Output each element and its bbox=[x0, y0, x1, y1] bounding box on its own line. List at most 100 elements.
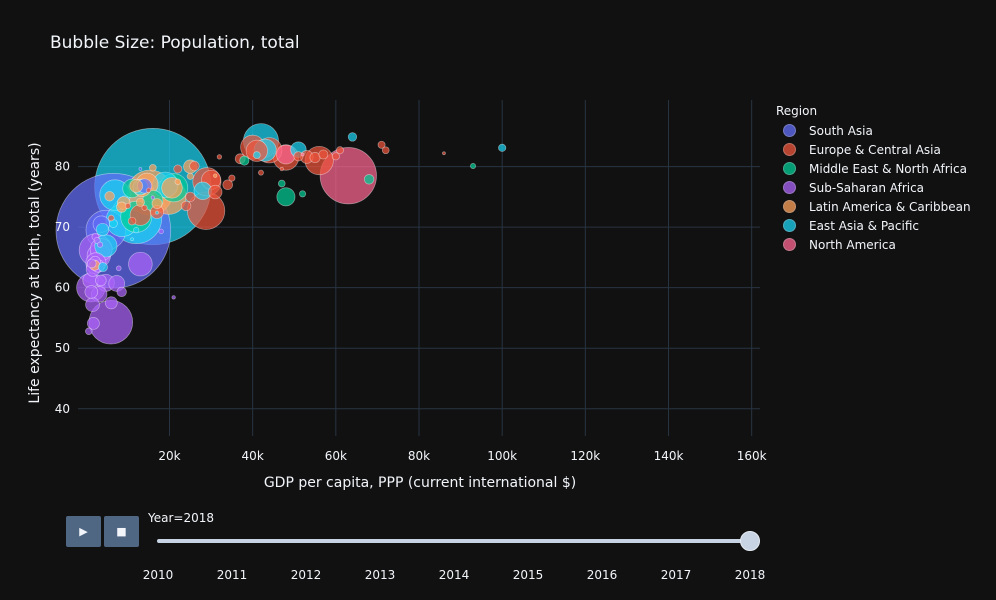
bubbles-layer bbox=[55, 123, 507, 345]
bubble-middle-east-north-africa[interactable] bbox=[363, 174, 375, 185]
bubble-east-asia-pacific[interactable] bbox=[155, 210, 159, 215]
legend-item-south-asia[interactable]: South Asia bbox=[776, 121, 971, 140]
bubble-middle-east-north-africa[interactable] bbox=[239, 155, 250, 166]
bubble-latin-america-caribbean[interactable] bbox=[174, 178, 182, 185]
x-tick-label: 140k bbox=[654, 449, 684, 463]
slider-tick-label[interactable]: 2017 bbox=[660, 568, 692, 582]
bubble-europe-central-asia[interactable] bbox=[318, 149, 329, 160]
bubble-europe-central-asia[interactable] bbox=[222, 179, 233, 191]
legend-item-sub-saharan-africa[interactable]: Sub-Saharan Africa bbox=[776, 178, 971, 197]
bubble-europe-central-asia[interactable] bbox=[216, 154, 223, 160]
bubble-europe-central-asia[interactable] bbox=[381, 146, 390, 155]
legend-item-north-america[interactable]: North America bbox=[776, 235, 971, 254]
bubble-sub-saharan-africa[interactable] bbox=[104, 296, 118, 310]
bubble-europe-central-asia[interactable] bbox=[245, 139, 268, 162]
bubble-sub-saharan-africa[interactable] bbox=[86, 317, 100, 330]
legend-label: Sub-Saharan Africa bbox=[809, 180, 925, 195]
bubble-europe-central-asia[interactable] bbox=[127, 216, 137, 226]
year-slider-handle[interactable] bbox=[740, 531, 760, 551]
bubble-europe-central-asia[interactable] bbox=[189, 160, 200, 172]
bubble-sub-saharan-africa[interactable] bbox=[150, 195, 155, 200]
y-tick-label: 40 bbox=[55, 402, 70, 416]
bubble-europe-central-asia[interactable] bbox=[279, 166, 284, 172]
bubble-north-america[interactable] bbox=[319, 147, 377, 205]
bubble-middle-east-north-africa[interactable] bbox=[470, 163, 477, 169]
y-tick-label: 70 bbox=[55, 220, 70, 234]
bubble-middle-east-north-africa[interactable] bbox=[278, 179, 286, 188]
legend-item-latin-america-caribbean[interactable]: Latin America & Caribbean bbox=[776, 197, 971, 216]
x-tick-label: 20k bbox=[158, 449, 180, 463]
bubble-sub-saharan-africa[interactable] bbox=[86, 258, 97, 269]
bubble-sub-saharan-africa[interactable] bbox=[84, 285, 99, 299]
legend-items: South Asia Europe & Central Asia Middle Ea… bbox=[776, 121, 971, 254]
bubble-east-asia-pacific[interactable] bbox=[95, 222, 110, 237]
bubble-latin-america-caribbean[interactable] bbox=[186, 172, 194, 180]
play-button[interactable]: ▶ bbox=[66, 516, 101, 547]
slider-tick-label[interactable]: 2015 bbox=[512, 568, 544, 582]
bubble-east-asia-pacific[interactable] bbox=[347, 132, 358, 142]
bubble-europe-central-asia[interactable] bbox=[173, 164, 183, 174]
bubble-sub-saharan-africa[interactable] bbox=[128, 251, 153, 277]
bubble-east-asia-pacific[interactable] bbox=[98, 262, 108, 273]
bubble-latin-america-caribbean[interactable] bbox=[104, 191, 115, 202]
bubble-europe-central-asia[interactable] bbox=[208, 184, 223, 200]
bubble-sub-saharan-africa[interactable] bbox=[158, 228, 164, 235]
bubble-latin-america-caribbean[interactable] bbox=[149, 163, 157, 172]
legend-label: North America bbox=[809, 237, 896, 252]
bubble-europe-central-asia[interactable] bbox=[141, 204, 148, 211]
x-tick-label: 40k bbox=[242, 449, 264, 463]
tick-labels: 40 50 60 70 80 20k 40k 60k 80k 100k 120k 140k 160k bbox=[55, 160, 767, 463]
x-axis-title: GDP per capita, PPP (current internation… bbox=[264, 475, 576, 491]
bubble-europe-central-asia[interactable] bbox=[331, 152, 340, 161]
bubble-sub-saharan-africa[interactable] bbox=[95, 274, 107, 287]
bubble-sub-saharan-africa[interactable] bbox=[85, 297, 100, 312]
bubble-europe-central-asia[interactable] bbox=[185, 191, 196, 203]
bubble-north-america[interactable] bbox=[300, 152, 305, 157]
bubble-europe-central-asia[interactable] bbox=[228, 174, 236, 182]
bubble-east-asia-pacific[interactable] bbox=[133, 227, 140, 234]
legend-item-middle-east-north-africa[interactable]: Middle East & North Africa bbox=[776, 159, 971, 178]
year-slider-track[interactable] bbox=[157, 539, 750, 543]
bubble-europe-central-asia[interactable] bbox=[377, 140, 386, 149]
bubble-sub-saharan-africa[interactable] bbox=[93, 237, 101, 244]
bubble-europe-central-asia[interactable] bbox=[180, 200, 192, 212]
legend-swatch bbox=[783, 162, 796, 175]
bubble-south-asia[interactable] bbox=[138, 167, 143, 171]
bubble-sub-saharan-africa[interactable] bbox=[171, 295, 176, 300]
slider-tick-label[interactable]: 2011 bbox=[216, 568, 248, 582]
bubble-europe-central-asia[interactable] bbox=[146, 187, 152, 193]
bubble-europe-central-asia[interactable] bbox=[293, 151, 304, 162]
bubble-sub-saharan-africa[interactable] bbox=[115, 265, 122, 272]
bubble-europe-central-asia[interactable] bbox=[107, 214, 115, 222]
y-tick-label: 60 bbox=[55, 281, 70, 295]
slider-tick-label[interactable]: 2014 bbox=[438, 568, 470, 582]
legend-item-east-asia-pacific[interactable]: East Asia & Pacific bbox=[776, 216, 971, 235]
bubble-europe-central-asia[interactable] bbox=[336, 146, 344, 155]
bubble-latin-america-caribbean[interactable] bbox=[129, 179, 144, 193]
bubble-sub-saharan-africa[interactable] bbox=[116, 286, 127, 298]
bubble-east-asia-pacific[interactable] bbox=[252, 151, 261, 159]
bubble-middle-east-north-africa[interactable] bbox=[299, 190, 307, 198]
bubble-latin-america-caribbean[interactable] bbox=[213, 173, 218, 178]
bubble-latin-america-caribbean[interactable] bbox=[135, 197, 145, 207]
legend-item-europe-central-asia[interactable]: Europe & Central Asia bbox=[776, 140, 971, 159]
x-tick-label: 60k bbox=[325, 449, 347, 463]
bubble-europe-central-asia[interactable] bbox=[124, 202, 131, 209]
bubble-sub-saharan-africa[interactable] bbox=[85, 327, 93, 335]
slider-tick-label[interactable]: 2016 bbox=[586, 568, 618, 582]
slider-tick-label[interactable]: 2010 bbox=[142, 568, 174, 582]
stop-button[interactable]: ■ bbox=[104, 516, 139, 547]
bubble-sub-saharan-africa[interactable] bbox=[96, 241, 104, 248]
bubble-europe-central-asia[interactable] bbox=[442, 151, 446, 156]
bubble-latin-america-caribbean[interactable] bbox=[151, 198, 163, 209]
bubble-middle-east-north-africa[interactable] bbox=[276, 187, 296, 207]
slider-tick-label[interactable]: 2013 bbox=[364, 568, 396, 582]
bubble-europe-central-asia[interactable] bbox=[258, 169, 264, 176]
x-tick-label: 100k bbox=[487, 449, 517, 463]
slider-tick-label[interactable]: 2018 bbox=[734, 568, 766, 582]
bubble-east-asia-pacific[interactable] bbox=[130, 237, 134, 242]
slider-tick-label[interactable]: 2012 bbox=[290, 568, 322, 582]
legend-label: South Asia bbox=[809, 123, 873, 138]
bubble-east-asia-pacific[interactable] bbox=[498, 143, 507, 152]
